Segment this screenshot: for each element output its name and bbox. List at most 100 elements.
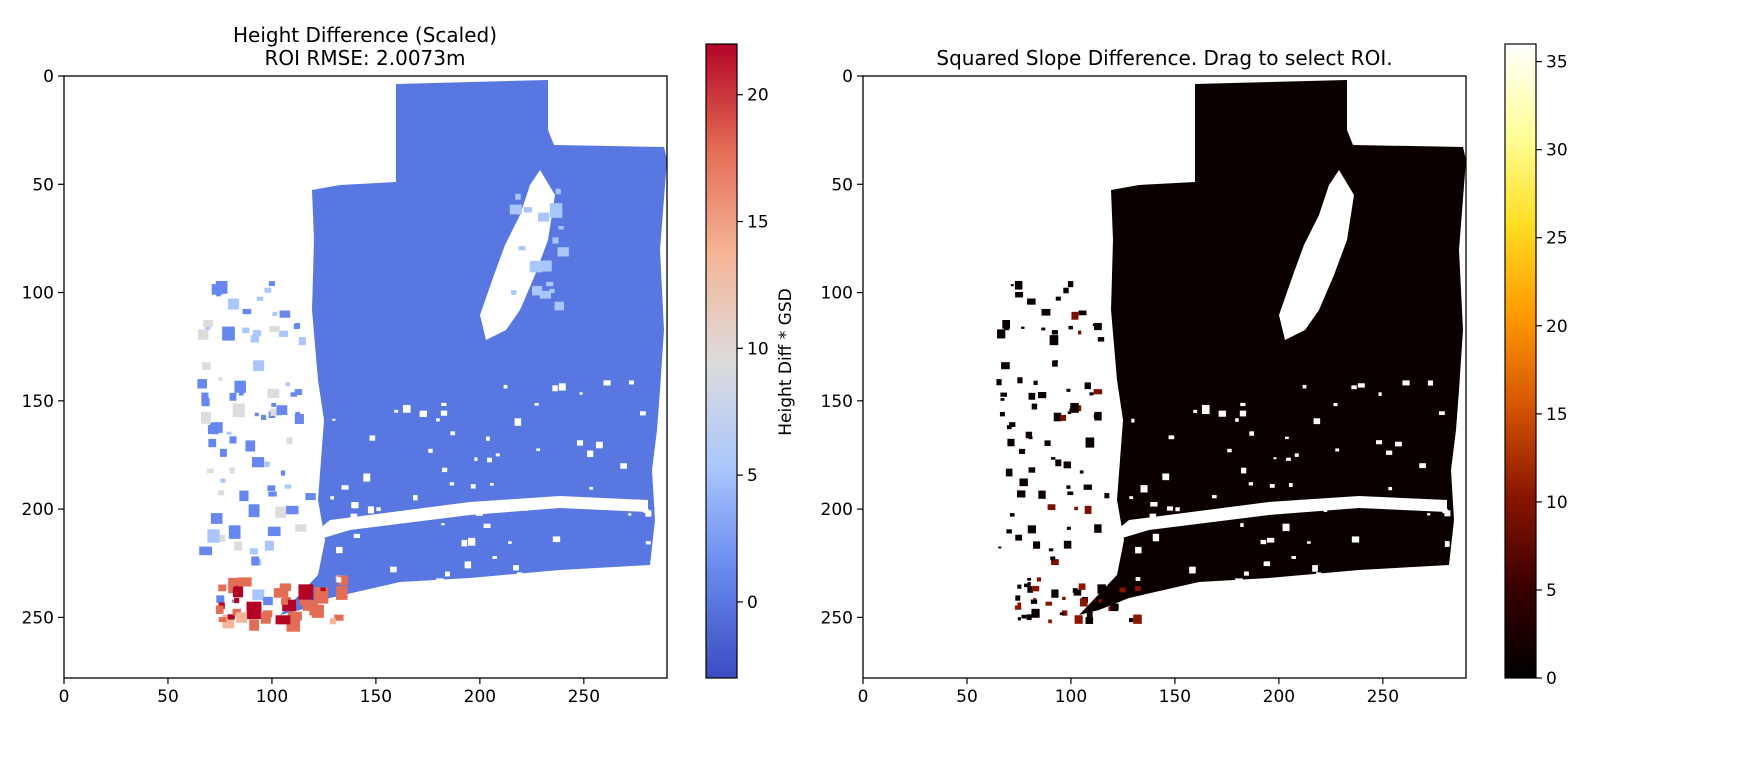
left-x-tick-label: 50 (157, 687, 179, 707)
right-speckle (1291, 556, 1296, 559)
right-fringe-fragment (1031, 403, 1038, 410)
right-debris-fragment (1017, 617, 1021, 621)
left-colorbar-tick-label: 0 (747, 593, 758, 613)
left-debris-fragment (302, 600, 315, 611)
left-speckle (487, 457, 492, 463)
right-fringe-fragment (1051, 589, 1059, 598)
right-speckle (1282, 523, 1290, 532)
right-fringe-fragment (1006, 529, 1012, 534)
right-fringe-fragment (1000, 398, 1005, 401)
right-fringe-fragment (1067, 491, 1074, 496)
right-fringe-fragment (996, 379, 1002, 386)
left-speckle (394, 409, 399, 413)
left-fringe-fragment (253, 360, 265, 372)
left-speckle (413, 495, 418, 501)
right-speckle (1162, 473, 1170, 481)
left-debris-fragment (218, 617, 227, 623)
left-speckle (499, 499, 504, 504)
left-speckle (441, 402, 447, 407)
left-fringe-fragment (268, 491, 277, 497)
right-speckle (1402, 380, 1410, 386)
right-plot-title: Squared Slope Difference. Drag to select… (863, 47, 1466, 70)
right-debris-fragment (1074, 615, 1083, 624)
right-fringe-fragment (1067, 281, 1074, 288)
left-speckle (517, 572, 523, 579)
right-speckle (1239, 410, 1247, 417)
right-speckle (1135, 577, 1141, 581)
left-debris-fragment (334, 614, 344, 621)
right-speckle (1193, 409, 1198, 413)
right-speckle (1288, 483, 1293, 487)
left-speckle (436, 418, 440, 422)
left-halo-fragment (511, 290, 517, 295)
right-fringe-fragment (1062, 596, 1066, 601)
right-y-axis: 0 50 100 150 200 250 (821, 67, 863, 628)
right-fringe-fragment (1002, 319, 1011, 329)
right-speckle (1224, 507, 1231, 512)
right-fringe-fragment (1019, 448, 1026, 454)
right-fringe-fragment (1094, 524, 1102, 533)
left-debris-fragment (227, 614, 235, 620)
left-fringe-fragment (231, 599, 236, 603)
left-fringe-fragment (252, 589, 265, 601)
left-fringe-fragment (305, 493, 316, 501)
right-title-line: Squared Slope Difference. Drag to select… (936, 46, 1393, 70)
right-debris-fragment (1027, 577, 1032, 581)
left-y-tick-label: 150 (22, 392, 54, 412)
left-halo-fragment (541, 260, 552, 272)
right-fringe-fragment (1033, 541, 1041, 549)
left-colorbar[interactable]: 0 5 10 15 20 Height Diff * GSD (705, 43, 796, 679)
left-fringe-fragment (216, 534, 226, 543)
left-fringe-fragment (294, 389, 303, 396)
left-fringe-fragment (234, 380, 246, 393)
right-heatmap-panel[interactable]: 0 50 100 150 200 250 0 50 100 150 200 250 (821, 67, 1467, 707)
left-speckle (475, 507, 483, 516)
right-fringe-fragment (1068, 325, 1073, 330)
left-debris-fragment (215, 605, 224, 614)
left-halo-fragment (555, 188, 561, 195)
left-fringe-fragment (294, 413, 304, 425)
left-speckle (441, 523, 445, 526)
right-y-tick-label: 50 (831, 175, 853, 195)
right-fringe-fragment (1019, 478, 1028, 487)
right-fringe-fragment (1051, 457, 1056, 460)
left-debris-fragment (298, 584, 314, 600)
left-fringe-fragment (290, 392, 298, 397)
right-fringe-fragment (1093, 389, 1103, 395)
left-speckle (474, 457, 478, 462)
left-fringe-fragment (242, 327, 250, 333)
left-speckle (589, 486, 594, 490)
left-fringe-fragment (263, 596, 273, 606)
right-axes-frame (862, 75, 1467, 679)
right-fringe-fragment (1033, 380, 1038, 386)
right-fringe-fragment (1005, 468, 1013, 477)
right-fringe-fragment (1044, 440, 1051, 446)
right-debris-fragment (1098, 599, 1104, 603)
left-speckle (503, 384, 508, 389)
left-colorbar-bar (705, 43, 738, 679)
left-halo-fragment (552, 237, 559, 244)
right-debris-fragment (1097, 584, 1106, 594)
left-halo-fragment (537, 212, 550, 222)
right-fringe-fragment (1028, 392, 1036, 400)
left-fringe-fragment (261, 414, 267, 420)
left-speckle (470, 484, 476, 489)
right-y-tick-label: 100 (821, 284, 853, 304)
left-heatmap-panel[interactable]: 0 50 100 150 200 250 0 50 100 150 200 250 (22, 67, 668, 707)
right-fringe-fragment (1063, 287, 1069, 294)
right-debris-fragment (1017, 602, 1022, 606)
right-colorbar[interactable]: 0 5 10 15 20 25 30 35 (1504, 43, 1568, 689)
right-colorbar-tick-label: 35 (1546, 53, 1568, 73)
right-speckle (1218, 410, 1226, 417)
right-building-region (1079, 80, 1466, 615)
left-fringe-fragment (286, 437, 293, 445)
right-speckle (1286, 457, 1291, 461)
left-fringe-fragment (278, 330, 289, 337)
right-fringe-fragment (1050, 556, 1056, 561)
right-fringe-fragment (1009, 513, 1015, 517)
left-speckle (524, 508, 529, 511)
left-fringe-fragment (280, 470, 286, 476)
right-debris-fragment (1031, 585, 1040, 592)
left-fringe-fragment (232, 403, 245, 418)
